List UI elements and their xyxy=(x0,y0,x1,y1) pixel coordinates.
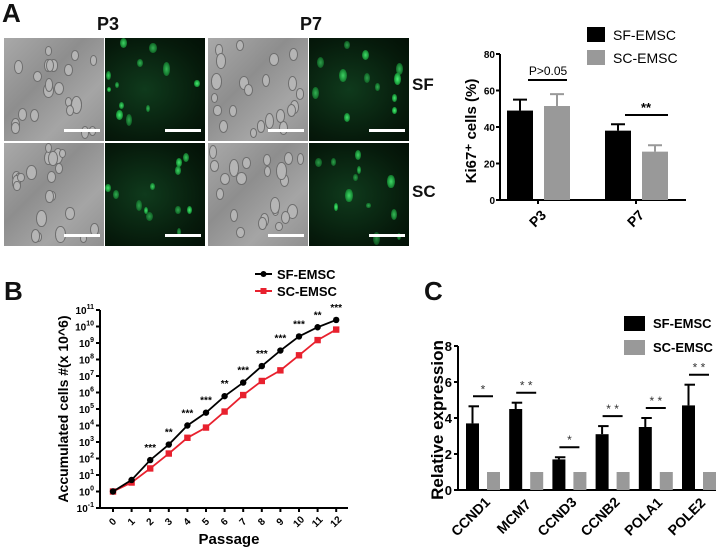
svg-text:3: 3 xyxy=(163,516,175,528)
svg-text:*: * xyxy=(481,382,486,396)
svg-text:CCNB2: CCNB2 xyxy=(577,494,623,540)
svg-text:* *: * * xyxy=(693,361,706,375)
svg-text:Accumulated cells #(x 10^6): Accumulated cells #(x 10^6) xyxy=(55,315,71,502)
ki67-fluorescence-image xyxy=(309,143,409,246)
svg-text:5: 5 xyxy=(200,516,212,528)
scale-bar xyxy=(268,129,304,132)
svg-text:108: 108 xyxy=(79,354,94,367)
svg-text:20: 20 xyxy=(484,160,496,171)
svg-text:P3: P3 xyxy=(526,207,550,231)
svg-text:0: 0 xyxy=(107,516,119,528)
svg-text:11: 11 xyxy=(310,514,326,530)
svg-text:***: *** xyxy=(237,366,249,377)
scale-bar xyxy=(64,234,100,237)
svg-text:2: 2 xyxy=(445,447,452,462)
column-header-p7: P7 xyxy=(300,14,323,34)
svg-text:SF-EMSC: SF-EMSC xyxy=(277,270,336,282)
svg-text:109: 109 xyxy=(79,337,94,350)
svg-text:10: 10 xyxy=(291,514,307,530)
svg-text:0: 0 xyxy=(445,483,452,498)
svg-text:**: ** xyxy=(641,100,652,115)
svg-text:* *: * * xyxy=(520,379,533,393)
svg-text:**: ** xyxy=(221,379,229,390)
svg-text:***: *** xyxy=(256,349,268,360)
svg-text:***: *** xyxy=(200,396,212,407)
svg-text:2: 2 xyxy=(145,516,157,528)
brightfield-image xyxy=(208,143,308,246)
ki67-fluorescence-image xyxy=(309,38,409,141)
brightfield-image xyxy=(4,143,104,246)
scale-bar xyxy=(369,129,405,132)
svg-text:*: * xyxy=(567,433,572,447)
svg-text:60: 60 xyxy=(484,87,496,98)
svg-text:105: 105 xyxy=(79,403,94,416)
svg-text:4: 4 xyxy=(182,516,194,528)
svg-text:P7: P7 xyxy=(624,207,648,231)
brightfield-image xyxy=(4,38,104,141)
svg-text:7: 7 xyxy=(238,516,250,528)
svg-text:Passage: Passage xyxy=(199,531,260,548)
scale-bar xyxy=(268,234,304,237)
svg-text:CCND1: CCND1 xyxy=(448,494,494,540)
svg-text:106: 106 xyxy=(79,387,94,400)
svg-text:8: 8 xyxy=(256,516,268,528)
svg-text:4: 4 xyxy=(445,411,453,426)
svg-text:***: *** xyxy=(144,443,156,454)
svg-text:107: 107 xyxy=(79,370,94,383)
row-header-sf: SF xyxy=(412,75,434,94)
svg-text:6: 6 xyxy=(445,375,452,390)
svg-text:0: 0 xyxy=(489,196,495,207)
svg-text:SC-EMSC: SC-EMSC xyxy=(653,340,714,355)
scale-bar xyxy=(369,234,405,237)
svg-text:* *: * * xyxy=(649,394,662,408)
svg-text:* *: * * xyxy=(606,402,619,416)
svg-text:80: 80 xyxy=(484,50,496,61)
svg-text:Relative expression: Relative expression xyxy=(428,340,447,500)
svg-text:10-1: 10-1 xyxy=(77,502,94,515)
ki67-bar-chart: 0 20 40 60 80 Ki67⁺ cells (%) P3 P7 P>0.05 ** SF-E… xyxy=(463,27,686,231)
svg-text:***: *** xyxy=(330,303,342,314)
svg-text:100: 100 xyxy=(79,486,94,499)
svg-text:SC-EMSC: SC-EMSC xyxy=(613,50,678,66)
svg-text:12: 12 xyxy=(329,514,345,530)
scale-bar xyxy=(64,129,100,132)
svg-text:102: 102 xyxy=(79,453,94,466)
svg-text:POLE2: POLE2 xyxy=(665,494,709,538)
accumulated-cells-line-chart: 10-1100101102103104105106107108109101010… xyxy=(55,270,348,548)
svg-text:***: *** xyxy=(293,319,305,330)
svg-text:1010: 1010 xyxy=(75,321,94,334)
ki67-fluorescence-image xyxy=(105,143,205,246)
ki67-fluorescence-image xyxy=(105,38,205,141)
svg-text:103: 103 xyxy=(79,436,94,449)
scale-bar xyxy=(165,234,201,237)
svg-text:9: 9 xyxy=(275,516,287,528)
svg-text:SF-EMSC: SF-EMSC xyxy=(653,316,712,331)
svg-text:Ki67⁺ cells (%): Ki67⁺ cells (%) xyxy=(463,79,480,184)
svg-text:CCND3: CCND3 xyxy=(534,494,580,540)
panel-letter-c: C xyxy=(424,276,443,306)
row-header-sc: SC xyxy=(412,182,436,201)
svg-text:6: 6 xyxy=(219,516,231,528)
svg-text:101: 101 xyxy=(79,469,94,482)
panel-letter-b: B xyxy=(4,276,23,306)
svg-text:**: ** xyxy=(314,310,322,321)
svg-text:MCM7: MCM7 xyxy=(493,496,534,537)
brightfield-image xyxy=(208,38,308,141)
scale-bar xyxy=(165,129,201,132)
svg-text:P>0.05: P>0.05 xyxy=(529,64,568,78)
svg-text:***: *** xyxy=(275,334,287,345)
svg-text:**: ** xyxy=(165,428,173,439)
svg-text:8: 8 xyxy=(445,339,452,354)
svg-text:POLA1: POLA1 xyxy=(621,494,665,538)
svg-text:40: 40 xyxy=(484,123,496,134)
svg-text:SC-EMSC: SC-EMSC xyxy=(277,284,338,299)
svg-text:***: *** xyxy=(182,409,194,420)
svg-text:104: 104 xyxy=(79,420,94,433)
svg-text:SF-EMSC: SF-EMSC xyxy=(613,27,676,43)
svg-text:1011: 1011 xyxy=(75,304,94,317)
panel-letter-a: A xyxy=(2,0,21,28)
svg-text:1: 1 xyxy=(126,516,138,528)
column-header-p3: P3 xyxy=(97,14,120,34)
